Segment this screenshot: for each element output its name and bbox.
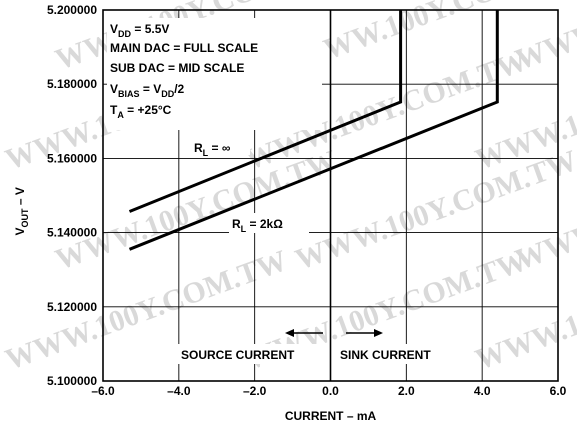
y-tick-label: 5.120000 [47, 300, 97, 314]
x-tick-label: –6.0 [91, 384, 115, 398]
sink-arrowhead [374, 329, 383, 337]
x-tick-labels: –6.0 –4.0 –2.0 0.0 2.0 4.0 6.0 [91, 384, 566, 398]
conditions-box [107, 18, 322, 130]
y-tick-label: 5.180000 [47, 77, 97, 91]
x-tick-label: –4.0 [167, 384, 191, 398]
source-current-label: SOURCE CURRENT [181, 348, 295, 362]
series-line-2 [128, 10, 499, 251]
label-bg [338, 344, 462, 364]
y-tick-label: 5.200000 [47, 3, 97, 17]
series-line-1 [128, 10, 403, 213]
sink-current-label: SINK CURRENT [340, 348, 431, 362]
series-layer [128, 10, 499, 251]
label-bg [192, 137, 250, 155]
x-tick-label: –2.0 [243, 384, 267, 398]
x-tick-label: 2.0 [398, 384, 415, 398]
condition-line: VDD = 5.5V [110, 22, 169, 39]
y-tick-label: 5.100000 [47, 374, 97, 388]
x-tick-label: 0.0 [322, 384, 339, 398]
label-bg [229, 213, 309, 233]
y-axis-title: VOUT – V [13, 187, 30, 235]
source-arrowhead [285, 329, 294, 337]
series-label-1: RL = ∞ [194, 141, 230, 158]
y-tick-label: 5.160000 [47, 151, 97, 165]
grid [102, 9, 559, 382]
x-axis-title: CURRENT – mA [285, 409, 377, 423]
y-tick-labels: 5.100000 5.120000 5.140000 5.160000 5.180000… [47, 3, 97, 388]
condition-line: TA = +25°C [110, 103, 172, 120]
y-tick-label: 5.140000 [47, 226, 97, 240]
x-tick-label: 6.0 [550, 384, 567, 398]
label-bg [178, 344, 328, 364]
plot-frame [102, 9, 559, 382]
condition-line: MAIN DAC = FULL SCALE [110, 41, 258, 55]
chart-labels: CURRENT – mA VOUT – V VDD = 5.5V MAIN DAC =… [13, 18, 462, 423]
condition-line: SUB DAC = MID SCALE [110, 61, 244, 75]
condition-line: VBIAS = VDD/2 [110, 82, 185, 99]
plot-border [102, 9, 559, 382]
x-tick-label: 4.0 [474, 384, 491, 398]
series-label-2: RL = 2kΩ [232, 217, 283, 234]
